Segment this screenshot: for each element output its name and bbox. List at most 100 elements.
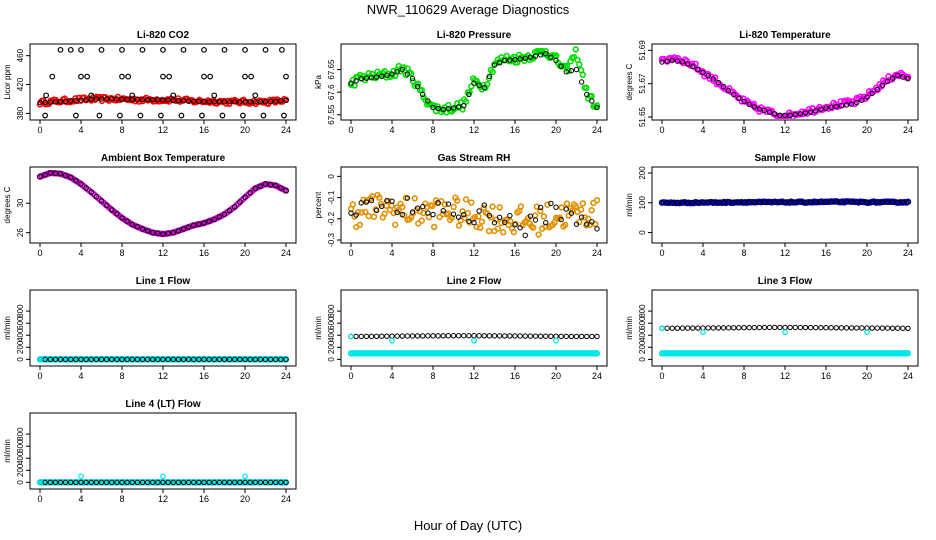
avg-point bbox=[185, 479, 192, 486]
avg-point bbox=[257, 99, 264, 105]
avg-point bbox=[399, 66, 405, 73]
avg-point bbox=[900, 325, 906, 331]
raw-point bbox=[561, 221, 569, 229]
outlier-point bbox=[240, 112, 246, 119]
avg-point bbox=[175, 356, 182, 363]
x-tick-label: 16 bbox=[821, 125, 831, 135]
x-tick-label: 4 bbox=[700, 371, 705, 381]
avg-point bbox=[905, 325, 911, 332]
avg-point bbox=[262, 99, 269, 105]
avg-point bbox=[777, 324, 783, 331]
avg-point bbox=[532, 217, 539, 223]
raw-point bbox=[565, 67, 572, 75]
avg-point bbox=[751, 324, 757, 331]
avg-point bbox=[247, 99, 253, 105]
avg-point bbox=[782, 199, 788, 205]
outlier-point bbox=[125, 73, 132, 80]
y-tick-label: 0 bbox=[16, 357, 25, 362]
panel-y-axis-label: ml/min bbox=[314, 316, 323, 340]
y-tick-label: 0 bbox=[638, 357, 647, 362]
avg-point bbox=[578, 333, 585, 340]
avg-point bbox=[695, 325, 701, 331]
raw-point bbox=[461, 214, 468, 222]
avg-point bbox=[139, 479, 146, 486]
outlier-point bbox=[78, 73, 84, 80]
avg-point bbox=[73, 177, 79, 184]
avg-point bbox=[684, 199, 691, 206]
panel-3: Ambient Box Temperature degrees C 0 4 8 12 16 2… bbox=[3, 153, 297, 258]
avg-point bbox=[262, 181, 269, 187]
avg-point bbox=[37, 173, 43, 180]
avg-point bbox=[73, 97, 79, 104]
avg-point bbox=[440, 333, 446, 339]
avg-point bbox=[237, 199, 243, 205]
x-tick-label: 8 bbox=[119, 248, 124, 258]
outlier-point bbox=[262, 46, 269, 53]
panel-title: Ambient Box Temperature bbox=[101, 153, 226, 164]
outlier-point bbox=[211, 92, 218, 99]
raw-point bbox=[430, 223, 438, 231]
avg-point bbox=[838, 103, 845, 109]
avg-point bbox=[114, 96, 120, 102]
avg-point bbox=[905, 199, 911, 205]
avg-point bbox=[445, 201, 452, 207]
avg-point bbox=[399, 211, 405, 218]
avg-point bbox=[450, 105, 457, 111]
y-tick-label: 600 bbox=[16, 316, 25, 330]
avg-point bbox=[736, 325, 742, 331]
avg-point bbox=[425, 98, 431, 104]
avg-point bbox=[746, 324, 752, 331]
y-tick-label: 0 bbox=[327, 357, 336, 362]
avg-point bbox=[368, 75, 375, 81]
y-tick-label: 600 bbox=[327, 316, 336, 330]
avg-point bbox=[491, 333, 498, 339]
outlier-point bbox=[158, 112, 164, 119]
panel-y-axis-label: degrees C bbox=[3, 186, 12, 223]
outlier-point bbox=[160, 73, 166, 80]
outlier-point bbox=[281, 112, 287, 119]
avg-point bbox=[679, 325, 686, 331]
avg-point bbox=[450, 211, 457, 217]
avg-point bbox=[435, 200, 441, 206]
raw-point bbox=[478, 218, 486, 225]
y-tick-label: 380 bbox=[16, 106, 25, 120]
avg-point bbox=[782, 324, 788, 331]
avg-point bbox=[751, 199, 757, 205]
avg-point bbox=[496, 214, 503, 220]
x-tick-label: 0 bbox=[37, 494, 42, 504]
x-tick-label: 8 bbox=[741, 371, 746, 381]
outlier-point bbox=[221, 46, 228, 53]
avg-point bbox=[512, 333, 518, 339]
outlier-point bbox=[659, 325, 665, 332]
raw-point bbox=[579, 71, 587, 79]
avg-point bbox=[669, 325, 675, 331]
outlier-point bbox=[72, 112, 79, 119]
avg-point bbox=[109, 479, 115, 486]
raw-point bbox=[450, 203, 457, 211]
avg-point bbox=[206, 479, 212, 486]
panel-title: Line 1 Flow bbox=[136, 276, 191, 287]
avg-point bbox=[843, 325, 850, 331]
raw-point bbox=[584, 215, 592, 222]
avg-point bbox=[185, 98, 192, 104]
raw-point bbox=[399, 203, 406, 211]
y-tick-label: 51.65 bbox=[638, 106, 647, 127]
x-tick-label: 0 bbox=[348, 125, 353, 135]
avg-point bbox=[496, 333, 503, 339]
raw-point bbox=[407, 70, 415, 77]
avg-point bbox=[124, 356, 130, 363]
avg-point bbox=[731, 91, 737, 98]
avg-point bbox=[792, 324, 798, 331]
avg-point bbox=[430, 211, 436, 218]
avg-point bbox=[466, 218, 472, 224]
avg-point bbox=[859, 97, 865, 103]
avg-point bbox=[854, 199, 860, 205]
panel-title: Li-820 Pressure bbox=[437, 30, 512, 41]
x-tick-label: 20 bbox=[240, 494, 250, 504]
avg-point bbox=[73, 356, 79, 363]
avg-point bbox=[114, 211, 120, 217]
avg-point bbox=[42, 356, 48, 363]
x-tick-label: 0 bbox=[659, 371, 664, 381]
raw-point bbox=[510, 228, 518, 236]
avg-point bbox=[83, 356, 89, 363]
